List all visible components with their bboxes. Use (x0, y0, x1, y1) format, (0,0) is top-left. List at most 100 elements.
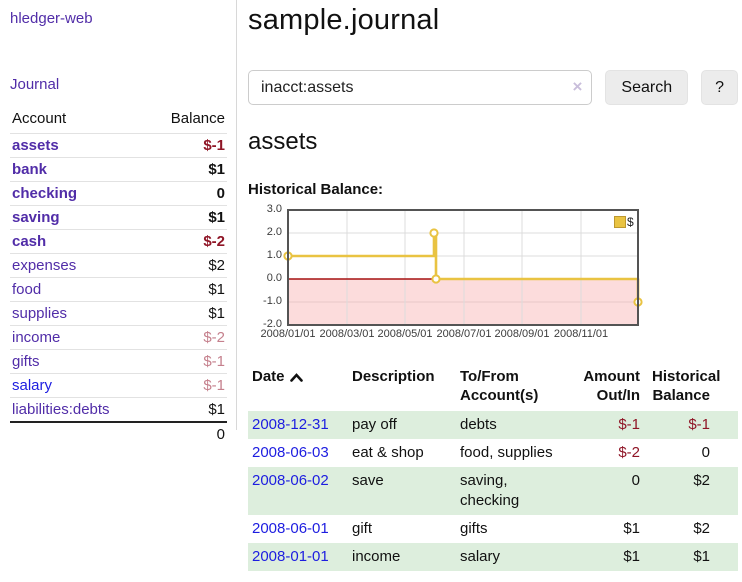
column-header-description: Description (352, 368, 435, 385)
account-balance: $1 (147, 277, 227, 302)
account-link-checking[interactable]: checking (12, 185, 78, 202)
column-header-amount: Amount Out/In (583, 368, 640, 404)
account-link-assets[interactable]: assets (12, 137, 59, 154)
account-row: saving $1 (10, 205, 227, 230)
transaction-description: eat & shop (352, 444, 424, 461)
transaction-accounts: gifts (460, 520, 488, 537)
column-header-tofrom: To/From Account(s) (460, 368, 539, 404)
account-balance: $1 (147, 205, 227, 230)
account-row: income $-2 (10, 325, 227, 350)
accounts-total-balance: 0 (147, 421, 227, 446)
transaction-date-link[interactable]: 2008-01-01 (252, 548, 329, 565)
transaction-row: 2008-01-01 income salary $1 $1 (248, 543, 738, 571)
x-tick-label: 2008/11/01 (553, 328, 609, 340)
search-row: × Search ? (248, 70, 738, 105)
transaction-accounts: debts (456, 411, 568, 439)
x-tick-label: 2008/07/01 (436, 328, 492, 340)
page-title: sample.journal (248, 4, 440, 36)
accounts-table-header: Account Balance (10, 107, 227, 134)
transaction-row: 2008-06-01 gift gifts $1 $2 (248, 515, 738, 543)
sidebar-item-journal[interactable]: Journal (10, 76, 60, 93)
account-balance: $1 (147, 397, 227, 422)
column-header-balance: Historical Balance (652, 368, 721, 404)
account-balance: 0 (147, 181, 227, 206)
account-link-expenses[interactable]: expenses (12, 257, 77, 274)
transaction-description: pay off (348, 411, 456, 439)
chart-heading: Historical Balance: (248, 181, 384, 198)
data-point-marker (429, 228, 439, 238)
transaction-amount: $-2 (618, 444, 640, 461)
transaction-balance: 0 (701, 444, 710, 461)
account-row: food $1 (10, 277, 227, 302)
transaction-description: income (348, 543, 456, 571)
account-link-liabilities-debts[interactable]: liabilities:debts (12, 401, 110, 418)
transaction-accounts: food, supplies (460, 444, 553, 461)
y-tick-label: 3.0 (266, 203, 282, 215)
clear-search-icon[interactable]: × (572, 77, 583, 96)
main-content: sample.journal × Search ? assets Histori… (248, 0, 738, 571)
transaction-description: gift (352, 520, 373, 537)
sidebar: hledger-web Journal Account Balance asse… (0, 0, 237, 446)
account-link-food[interactable]: food (12, 281, 42, 298)
account-row: gifts $-1 (10, 349, 227, 374)
account-link-cash[interactable]: cash (12, 233, 47, 250)
account-balance: $1 (147, 301, 227, 326)
search-button[interactable]: Search (605, 70, 689, 105)
transaction-row: 2008-06-02 save saving, checking 0 $2 (248, 467, 738, 515)
help-button[interactable]: ? (701, 70, 738, 105)
transaction-amount: $1 (568, 543, 648, 571)
account-row: assets $-1 (10, 133, 227, 158)
transaction-row: 2008-12-31 pay off debts $-1 $-1 (248, 411, 738, 439)
column-header-date[interactable]: Date (248, 364, 348, 411)
chart-legend: $ (614, 215, 634, 229)
account-balance: $-1 (147, 133, 227, 158)
transaction-amount: 0 (568, 467, 648, 515)
account-row: liabilities:debts $1 (10, 397, 227, 422)
account-row: expenses $2 (10, 253, 227, 278)
y-tick-label: -2.0 (263, 318, 282, 330)
transaction-balance: $2 (648, 467, 738, 515)
transaction-amount: $-1 (568, 411, 648, 439)
account-link-gifts[interactable]: gifts (12, 353, 40, 370)
legend-label: $ (627, 215, 634, 229)
search-box: × (248, 70, 593, 105)
account-heading: assets (248, 128, 318, 155)
account-balance: $-1 (147, 349, 227, 374)
transaction-amount: $1 (623, 520, 640, 537)
x-tick-label: 2008/09/01 (494, 328, 550, 340)
transaction-date-link[interactable]: 2008-12-31 (252, 416, 329, 433)
y-tick-label: 2.0 (266, 226, 282, 238)
account-balance: $-2 (147, 325, 227, 350)
transaction-description: save (348, 467, 456, 515)
account-link-bank[interactable]: bank (12, 161, 48, 178)
transaction-row: 2008-06-03 eat & shop food, supplies $-2… (248, 439, 738, 467)
search-input[interactable] (248, 70, 593, 105)
accounts-header-balance: Balance (170, 110, 225, 127)
account-link-salary[interactable]: salary (12, 377, 53, 394)
transactions-header-row: Date Description To/From Account(s) Amou… (248, 364, 738, 411)
account-row: checking 0 (10, 181, 227, 206)
account-row: cash $-2 (10, 229, 227, 254)
account-balance: $-2 (147, 229, 227, 254)
transaction-date-link[interactable]: 2008-06-03 (252, 444, 329, 461)
accounts-table: Account Balance assets $-1 bank $1 check… (10, 107, 227, 446)
data-point-marker (431, 274, 441, 284)
y-tick-label: 0.0 (266, 272, 282, 284)
account-link-supplies[interactable]: supplies (12, 305, 68, 322)
account-link-saving[interactable]: saving (12, 209, 60, 226)
x-tick-label: 2008/05/01 (377, 328, 433, 340)
account-balance: $-1 (147, 373, 227, 398)
transaction-date-link[interactable]: 2008-06-02 (252, 472, 329, 489)
chart-plot-area (283, 209, 643, 326)
transaction-date-link[interactable]: 2008-06-01 (252, 520, 329, 537)
account-link-income[interactable]: income (12, 329, 61, 346)
account-row: supplies $1 (10, 301, 227, 326)
account-row: salary $-1 (10, 373, 227, 398)
account-balance: $1 (147, 157, 227, 182)
transaction-accounts: salary (456, 543, 568, 571)
transaction-balance: $-1 (648, 411, 738, 439)
legend-swatch-icon (614, 216, 626, 228)
brand-link[interactable]: hledger-web (10, 10, 93, 27)
accounts-header-account: Account (12, 110, 67, 127)
y-tick-label: -1.0 (263, 295, 282, 307)
